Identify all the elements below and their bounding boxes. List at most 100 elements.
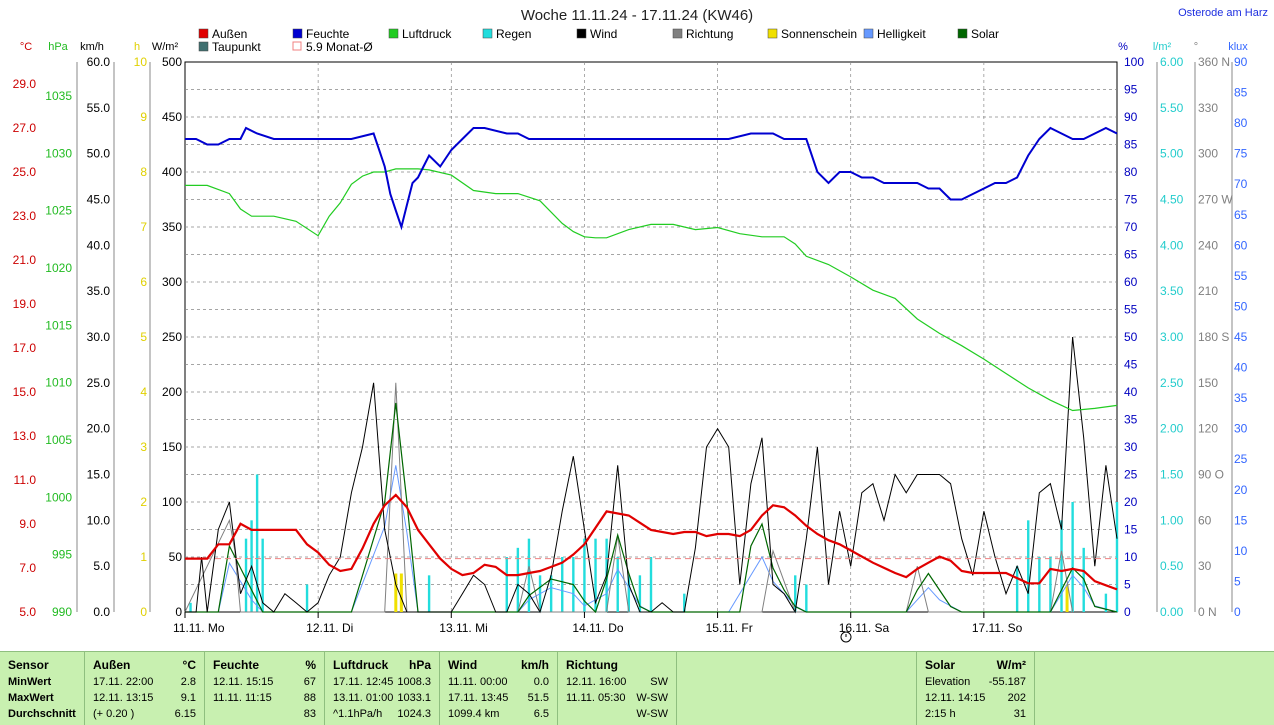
- direction-tick: 300: [1198, 147, 1218, 161]
- direction-tick: 60: [1198, 513, 1212, 527]
- bar-regen: [1049, 557, 1051, 612]
- axes: 29.027.025.023.021.019.017.015.013.011.0…: [13, 41, 1249, 619]
- axis-unit-sunshine: h: [134, 41, 140, 53]
- chart-title: Woche 11.11.24 - 17.11.24 (KW46): [521, 7, 753, 24]
- humidity-tick: 95: [1124, 83, 1138, 97]
- pressure-tick: 995: [52, 548, 72, 562]
- legend-item[interactable]: Sonnenschein: [768, 27, 857, 41]
- legend-label: 5.9 Monat-Ø: [306, 40, 373, 54]
- rain-tick: 4.50: [1160, 193, 1184, 207]
- legend-item[interactable]: Richtung: [673, 27, 733, 41]
- wind-tick: 50.0: [87, 147, 111, 161]
- legend-label: Helligkeit: [877, 27, 926, 41]
- stats-aussen-value: 2.8: [181, 676, 196, 688]
- stats-panel: Sensor MinWert MaxWert Durchschnitt Auße…: [0, 651, 1274, 725]
- solar-tick: 200: [162, 385, 182, 399]
- location-label[interactable]: Osterode am Harz: [1178, 7, 1268, 19]
- clock-icon[interactable]: [841, 632, 851, 642]
- rain-tick: 3.00: [1160, 330, 1184, 344]
- temp-tick: 13.0: [13, 429, 37, 443]
- bar-regen: [506, 557, 508, 612]
- brightness-tick: 20: [1234, 483, 1248, 497]
- direction-tick: 360 N: [1198, 55, 1230, 69]
- humidity-tick: 35: [1124, 413, 1138, 427]
- stats-empty-section: [677, 652, 917, 725]
- stats-aussen-unit: °C: [183, 658, 196, 672]
- stats-feuchte-when: 11.11. 11:15: [213, 692, 272, 704]
- humidity-tick: 45: [1124, 358, 1138, 372]
- stats-solar-when: Elevation: [925, 676, 970, 688]
- brightness-tick: 40: [1234, 361, 1248, 375]
- stats-wind-title: Wind: [448, 658, 477, 672]
- legend-item[interactable]: Feuchte: [293, 27, 350, 41]
- legend-item[interactable]: Außen: [199, 27, 247, 41]
- x-label: 14.11. Do: [572, 621, 623, 635]
- direction-tick: 150: [1198, 376, 1218, 390]
- solar-tick: 250: [162, 330, 182, 344]
- stats-wind-when: 17.11. 13:45: [448, 692, 508, 704]
- sunshine-tick: 0: [140, 605, 147, 619]
- pressure-tick: 1030: [45, 146, 72, 160]
- brightness-tick: 10: [1234, 544, 1248, 558]
- rain-tick: 1.50: [1160, 468, 1184, 482]
- bar-regen: [550, 575, 552, 612]
- legend-item[interactable]: Helligkeit: [864, 27, 926, 41]
- direction-tick: 270 W: [1198, 193, 1233, 207]
- stats-wind-when: 1099.4 km: [448, 708, 499, 720]
- solar-tick: 400: [162, 165, 182, 179]
- legend-item[interactable]: Solar: [958, 27, 999, 41]
- axis-unit-pressure: hPa: [48, 41, 68, 53]
- brightness-tick: 55: [1234, 269, 1248, 283]
- stats-aussen-value: 9.1: [181, 692, 196, 704]
- temp-tick: 27.0: [13, 121, 37, 135]
- legend-label: Solar: [971, 27, 999, 41]
- direction-tick: 180 S: [1198, 330, 1229, 344]
- stats-wind-value: 51.5: [528, 692, 549, 704]
- rain-tick: 2.50: [1160, 376, 1184, 390]
- humidity-tick: 55: [1124, 303, 1138, 317]
- brightness-tick: 25: [1234, 452, 1248, 466]
- axis-unit-wind: km/h: [80, 41, 104, 53]
- humidity-tick: 85: [1124, 138, 1138, 152]
- humidity-tick: 60: [1124, 275, 1138, 289]
- wind-tick: 5.0: [93, 559, 110, 573]
- bar-regen: [189, 603, 191, 612]
- bar-regen: [561, 557, 563, 612]
- wind-tick: 15.0: [87, 468, 111, 482]
- lines-layer: [185, 128, 1117, 612]
- direction-tick: 210: [1198, 284, 1218, 298]
- bar-regen: [428, 575, 430, 612]
- legend-item[interactable]: 5.9 Monat-Ø: [293, 40, 373, 54]
- weather-chart: Woche 11.11.24 - 17.11.24 (KW46) Osterod…: [0, 0, 1274, 651]
- legend-item[interactable]: Luftdruck: [389, 27, 452, 41]
- stats-aussen-when: (+ 0.20 ): [93, 708, 134, 720]
- legend-label: Regen: [496, 27, 531, 41]
- stats-wind-value: 6.5: [534, 708, 549, 720]
- bar-regen: [617, 557, 619, 612]
- axis-unit-direction: °: [1194, 41, 1198, 53]
- stats-feuchte-value: 83: [304, 708, 316, 720]
- sunshine-tick: 7: [140, 220, 147, 234]
- temp-tick: 19.0: [13, 297, 37, 311]
- legend-item[interactable]: Wind: [577, 27, 617, 41]
- direction-tick: 0 N: [1198, 605, 1217, 619]
- humidity-tick: 50: [1124, 330, 1138, 344]
- humidity-tick: 10: [1124, 550, 1138, 564]
- direction-tick: 330: [1198, 101, 1218, 115]
- rain-tick: 2.00: [1160, 422, 1184, 436]
- stats-luftdruck-value: 1008.3: [397, 676, 431, 688]
- stats-solar-title: Solar: [925, 658, 955, 672]
- brightness-tick: 5: [1234, 574, 1241, 588]
- legend-item[interactable]: Regen: [483, 27, 531, 41]
- legend-item[interactable]: Taupunkt: [199, 40, 261, 54]
- temp-tick: 7.0: [19, 561, 36, 575]
- x-label: 17.11. So: [972, 621, 1023, 635]
- humidity-tick: 20: [1124, 495, 1138, 509]
- brightness-tick: 45: [1234, 330, 1248, 344]
- humidity-tick: 40: [1124, 385, 1138, 399]
- humidity-tick: 75: [1124, 193, 1138, 207]
- stats-feuchte-when: 12.11. 15:15: [213, 676, 273, 688]
- humidity-tick: 0: [1124, 605, 1131, 619]
